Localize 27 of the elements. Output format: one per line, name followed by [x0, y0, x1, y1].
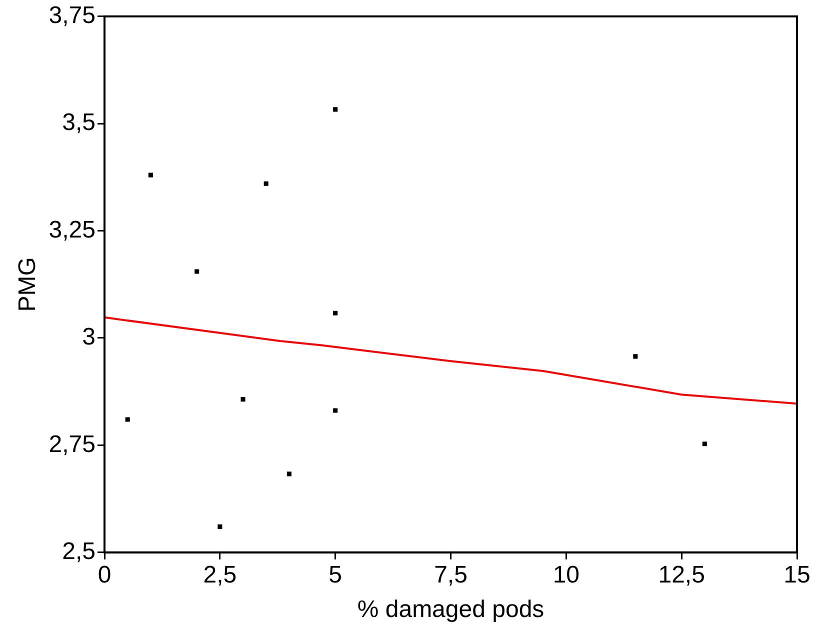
point — [194, 269, 200, 274]
y-tick-label: 2,5 — [62, 538, 96, 566]
point — [286, 472, 292, 476]
point — [264, 181, 268, 186]
point — [125, 417, 130, 422]
point — [148, 172, 153, 178]
y-axis-title: PMG — [14, 257, 42, 312]
x-tick-label: 5 — [328, 561, 342, 588]
point — [333, 408, 338, 413]
point — [702, 442, 707, 446]
point — [633, 354, 638, 359]
x-tick-label: 10 — [552, 561, 580, 588]
x-axis-title: % damaged pods — [357, 596, 544, 624]
y-tick-label: 3,25 — [48, 216, 96, 244]
x-tick-label: 0 — [98, 561, 112, 588]
point — [333, 310, 338, 316]
point — [333, 107, 338, 112]
y-tick-label: 3,75 — [48, 2, 96, 30]
y-tick-label: 3 — [82, 324, 96, 351]
x-tick-label: 7,5 — [434, 561, 468, 588]
x-tick-label: 2,5 — [203, 561, 237, 588]
y-tick-label: 2,75 — [48, 430, 96, 458]
y-tick-label: 3,5 — [62, 109, 96, 136]
point — [240, 397, 246, 402]
x-tick-label: 12,5 — [658, 561, 705, 588]
x-tick-label: 15 — [784, 561, 810, 588]
point — [218, 524, 222, 529]
